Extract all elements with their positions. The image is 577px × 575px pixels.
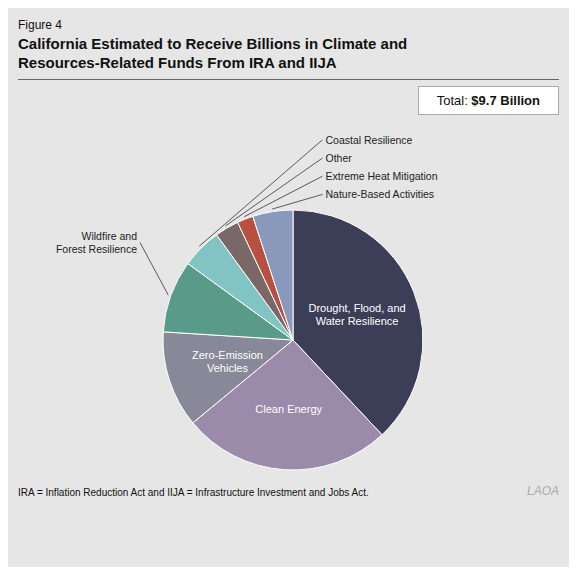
svg-text:Zero-EmissionVehicles: Zero-EmissionVehicles <box>192 348 263 373</box>
svg-text:Clean Energy: Clean Energy <box>255 402 322 414</box>
html-text:Resources-Related Funds From I: Resources-Related Funds From IRA and IIJ… <box>18 53 337 71</box>
svg-text:Drought, Flood, andWater Resil: Drought, Flood, andWater Resilience <box>308 302 405 327</box>
html-text:IRA = Inflation Reduction Act: IRA = Inflation Reduction Act and IIJA =… <box>18 486 369 498</box>
html-text:California Estimated to Receiv: California Estimated to Receive Billions… <box>18 35 408 52</box>
svg-text:Wildfire andForest Resilience: Wildfire andForest Resilience <box>56 230 137 255</box>
html-text:Total: $9.7 Billion: Total: $9.7 Billion <box>436 92 540 108</box>
svg-text:Coastal Resilience: Coastal Resilience <box>326 133 413 145</box>
svg-text:Extreme Heat Mitigation: Extreme Heat Mitigation <box>326 170 438 182</box>
html-text:Figure 4: Figure 4 <box>18 18 62 32</box>
svg-text:Other: Other <box>326 152 353 164</box>
svg-text:Nature-Based Activities: Nature-Based Activities <box>326 188 435 200</box>
html-text:LAOA: LAOA <box>527 483 559 498</box>
